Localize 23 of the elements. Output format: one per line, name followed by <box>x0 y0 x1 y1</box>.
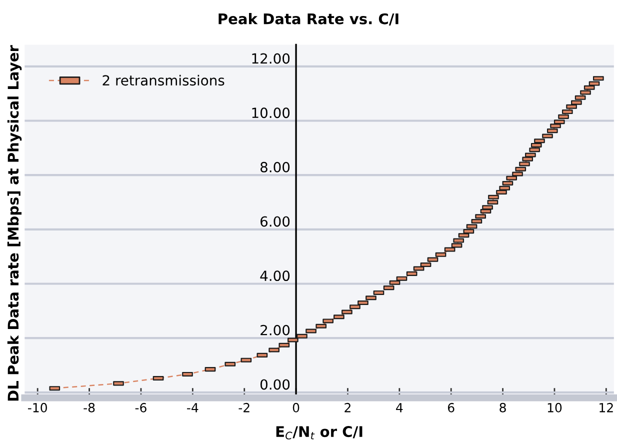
x-tick-label: 8 <box>500 402 506 412</box>
legend-label: 2 retransmissions <box>102 74 224 86</box>
y-tick-label: 12.00 <box>252 53 290 64</box>
x-tick-label: 12 <box>600 402 613 412</box>
x-axis-title: E$_{C}$/N$_{t}$ or C/I <box>276 426 362 440</box>
y-tick-label: 4.00 <box>260 270 290 282</box>
x-tick-label: 2 <box>344 402 350 412</box>
x-tick-label: 4 <box>396 403 403 412</box>
x-tick-label: -10 <box>28 402 47 412</box>
x-tick-label: -2 <box>238 402 250 412</box>
y-tick-label: 10.00 <box>252 108 290 118</box>
chart-title: Peak Data Rate vs. C/I <box>218 13 398 26</box>
y-tick-label: 0.00 <box>260 379 290 390</box>
y-tick-label: 8.00 <box>260 162 290 172</box>
x-tick-label: 0 <box>292 402 300 412</box>
x-tick-label: -4 <box>187 403 198 412</box>
x-tick-label: 10 <box>548 402 562 412</box>
y-tick-label: 6.00 <box>260 216 290 227</box>
y-tick-label: 2.00 <box>260 324 290 336</box>
x-tick-label: -8 <box>84 402 95 412</box>
x-tick-label: 6 <box>448 402 454 412</box>
x-tick-label: -6 <box>135 402 146 412</box>
y-axis-title: DL Peak Data rate [Mbps] at Physical Layer <box>7 45 22 401</box>
